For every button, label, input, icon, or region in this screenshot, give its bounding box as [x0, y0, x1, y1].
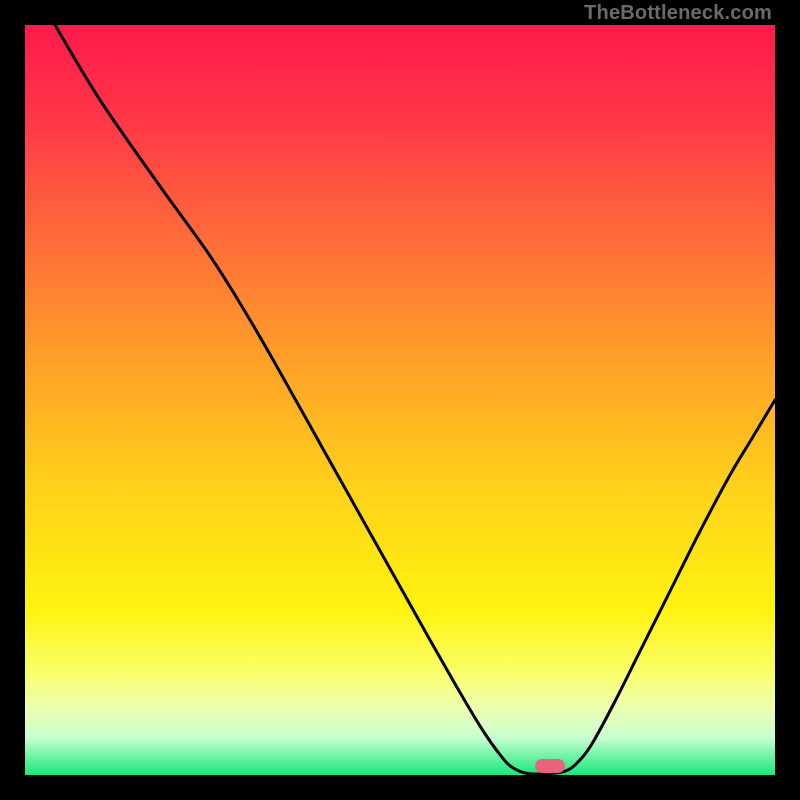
- plot-area: [25, 25, 775, 775]
- optimal-marker: [535, 759, 565, 773]
- watermark-text: TheBottleneck.com: [584, 2, 772, 25]
- chart-frame: TheBottleneck.com: [0, 0, 800, 800]
- bottleneck-curve: [25, 25, 775, 775]
